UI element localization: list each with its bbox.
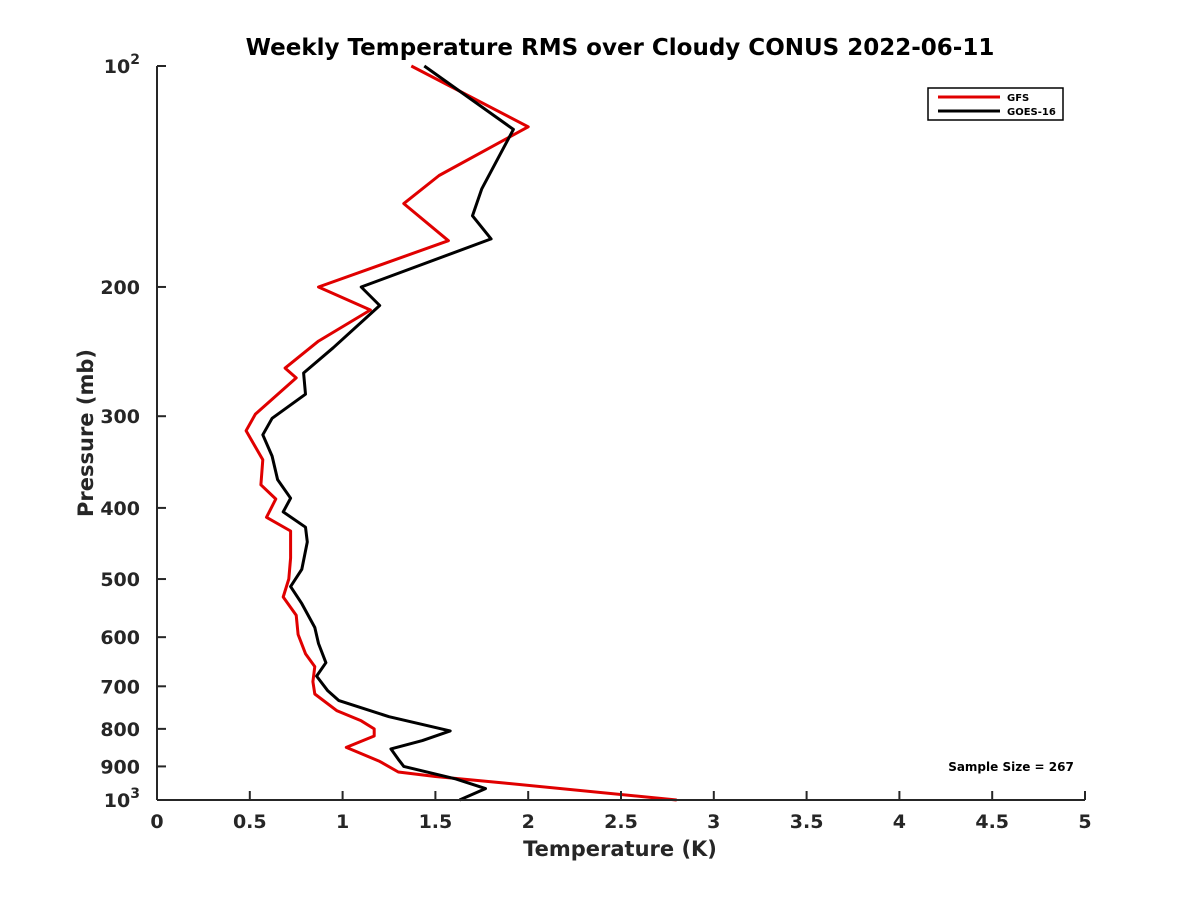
x-tick-label: 3.5	[790, 811, 824, 833]
x-tick-label: 1.5	[419, 811, 453, 833]
y-tick-label: 300	[100, 406, 140, 428]
y-tick-label: 200	[100, 277, 140, 299]
x-tick-label: 0	[150, 811, 163, 833]
y-tick-label: 102	[104, 52, 140, 78]
y-tick-label: 700	[100, 676, 140, 698]
x-tick-label: 5	[1078, 811, 1091, 833]
legend-label: GFS	[1007, 93, 1029, 104]
axes	[156, 66, 1085, 801]
legend: GFS GOES-16	[927, 87, 1064, 121]
legend-box	[927, 87, 1064, 121]
plot-lines	[244, 64, 677, 802]
x-tick-label: 2	[522, 811, 535, 833]
series-line-goes-16	[261, 64, 515, 802]
y-tick-label: 500	[100, 569, 140, 591]
x-tick-label: 4.5	[975, 811, 1009, 833]
x-tick-label: 2.5	[604, 811, 638, 833]
sample-size-annotation: Sample Size = 267	[948, 760, 1074, 774]
y-axis-title: Pressure (mb)	[74, 349, 98, 517]
x-tick-label: 1	[336, 811, 349, 833]
y-tick-label: 600	[100, 627, 140, 649]
y-tick-label: 800	[100, 719, 140, 741]
legend-label: GOES-16	[1007, 107, 1056, 118]
x-axis-ticks: 0 0.5 1 1.5 2 2.5 3 3.5 4 4.5 5	[150, 791, 1092, 833]
chart-title: Weekly Temperature RMS over Cloudy CONUS…	[246, 35, 995, 61]
series-line-gfs	[244, 64, 677, 802]
y-axis-ticks: 102 200 300 400 500 600 700 800 900 103	[100, 52, 166, 812]
x-tick-label: 0.5	[233, 811, 267, 833]
x-axis-title: Temperature (K)	[523, 837, 717, 861]
y-tick-label: 400	[100, 498, 140, 520]
x-tick-label: 3	[707, 811, 720, 833]
y-tick-label: 103	[104, 786, 140, 812]
y-tick-label: 900	[100, 756, 140, 778]
x-tick-label: 4	[893, 811, 906, 833]
